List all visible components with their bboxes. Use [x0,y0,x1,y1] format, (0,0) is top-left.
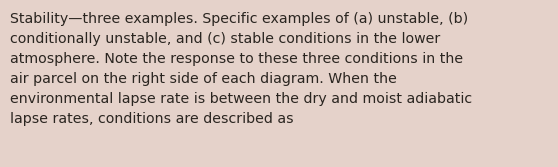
Text: Stability—three examples. Specific examples of (a) unstable, (b)
conditionally u: Stability—three examples. Specific examp… [10,12,472,126]
